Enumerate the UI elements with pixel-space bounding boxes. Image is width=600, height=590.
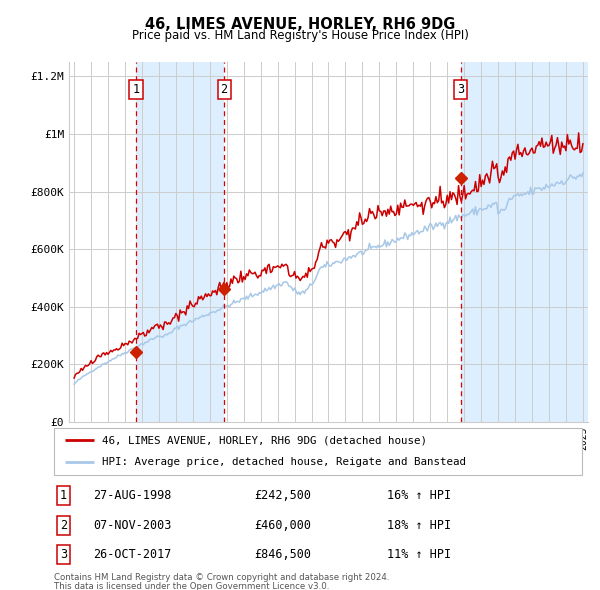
Text: 27-AUG-1998: 27-AUG-1998 bbox=[94, 489, 172, 503]
Text: 2: 2 bbox=[60, 519, 67, 532]
Text: £242,500: £242,500 bbox=[254, 489, 311, 503]
Text: 3: 3 bbox=[60, 548, 67, 561]
Text: 18% ↑ HPI: 18% ↑ HPI bbox=[386, 519, 451, 532]
Text: 1: 1 bbox=[133, 83, 140, 96]
Text: £460,000: £460,000 bbox=[254, 519, 311, 532]
Text: 46, LIMES AVENUE, HORLEY, RH6 9DG (detached house): 46, LIMES AVENUE, HORLEY, RH6 9DG (detac… bbox=[101, 435, 427, 445]
Text: 1: 1 bbox=[60, 489, 67, 503]
FancyBboxPatch shape bbox=[54, 428, 582, 475]
Text: HPI: Average price, detached house, Reigate and Banstead: HPI: Average price, detached house, Reig… bbox=[101, 457, 466, 467]
Bar bbox=[136, 62, 224, 422]
Text: 46, LIMES AVENUE, HORLEY, RH6 9DG: 46, LIMES AVENUE, HORLEY, RH6 9DG bbox=[145, 17, 455, 31]
Text: 26-OCT-2017: 26-OCT-2017 bbox=[94, 548, 172, 561]
Text: 07-NOV-2003: 07-NOV-2003 bbox=[94, 519, 172, 532]
Text: Contains HM Land Registry data © Crown copyright and database right 2024.: Contains HM Land Registry data © Crown c… bbox=[54, 573, 389, 582]
Text: 16% ↑ HPI: 16% ↑ HPI bbox=[386, 489, 451, 503]
Text: This data is licensed under the Open Government Licence v3.0.: This data is licensed under the Open Gov… bbox=[54, 582, 329, 590]
Text: £846,500: £846,500 bbox=[254, 548, 311, 561]
Text: 2: 2 bbox=[220, 83, 227, 96]
Text: 3: 3 bbox=[457, 83, 464, 96]
Text: 11% ↑ HPI: 11% ↑ HPI bbox=[386, 548, 451, 561]
Bar bbox=[461, 62, 592, 422]
Text: Price paid vs. HM Land Registry's House Price Index (HPI): Price paid vs. HM Land Registry's House … bbox=[131, 30, 469, 42]
